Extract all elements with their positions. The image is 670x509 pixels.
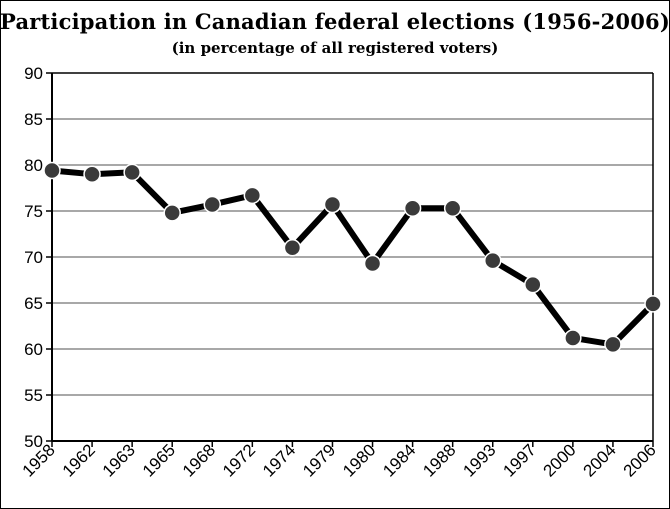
data-point-1980 — [363, 254, 382, 273]
gridlines — [52, 118, 653, 396]
data-point-1962 — [83, 165, 101, 183]
data-point-1993 — [483, 251, 502, 270]
x-tick-label: 1968 — [179, 440, 219, 480]
chart-title: Participation in Canadian federal electi… — [0, 9, 670, 34]
x-tick-label: 1984 — [379, 440, 419, 480]
y-tick-label: 65 — [24, 294, 43, 313]
data-point-1972 — [243, 186, 262, 205]
x-tick-label: 1965 — [139, 440, 179, 480]
y-tick-label: 80 — [24, 156, 43, 175]
data-point-2006 — [644, 295, 662, 313]
y-tick-label: 60 — [24, 340, 43, 359]
x-tick-labels: 1958 1962 1963 1965 1968 1972 1974 1979 1980 1984… — [19, 440, 660, 480]
x-tick-label: 1993 — [459, 440, 499, 480]
data-point-1988 — [443, 199, 462, 217]
x-tick-label: 1963 — [99, 440, 139, 480]
x-tick-label: 2000 — [540, 440, 580, 480]
data-point-1997 — [524, 275, 542, 294]
x-tick-label: 1980 — [339, 440, 379, 480]
data-point-2000 — [564, 329, 582, 347]
data-point-1958 — [43, 161, 61, 180]
data-point-1979 — [323, 195, 342, 214]
x-tick-label: 1962 — [59, 440, 99, 480]
data-point-1965 — [163, 204, 181, 222]
data-point-1984 — [403, 199, 422, 217]
x-tick-label: 2006 — [620, 440, 660, 480]
y-tick-label: 70 — [24, 248, 43, 267]
x-tick-label: 1972 — [219, 440, 259, 480]
data-point-2004 — [604, 335, 622, 354]
y-tick-label: 75 — [24, 202, 43, 221]
x-tick-label: 1974 — [259, 440, 299, 480]
series-markers — [43, 161, 662, 354]
axes — [46, 72, 654, 447]
x-tick-label: 1979 — [299, 440, 339, 480]
series-line — [49, 167, 656, 348]
chart-subtitle: (in percentage of all registered voters) — [171, 39, 499, 57]
data-point-1963 — [123, 163, 141, 182]
x-tick-label: 2004 — [580, 440, 620, 480]
y-tick-labels: 50 55 60 65 70 75 80 85 90 — [24, 64, 43, 451]
y-tick-label: 90 — [24, 64, 43, 83]
data-point-1974 — [283, 239, 302, 257]
y-tick-label: 55 — [24, 386, 43, 405]
data-point-1968 — [203, 195, 222, 214]
series-line-0 — [49, 167, 656, 348]
y-tick-label: 50 — [24, 432, 43, 451]
x-tick-label: 1988 — [419, 440, 459, 480]
x-tick-label: 1997 — [499, 440, 539, 480]
y-tick-label: 85 — [24, 110, 43, 129]
